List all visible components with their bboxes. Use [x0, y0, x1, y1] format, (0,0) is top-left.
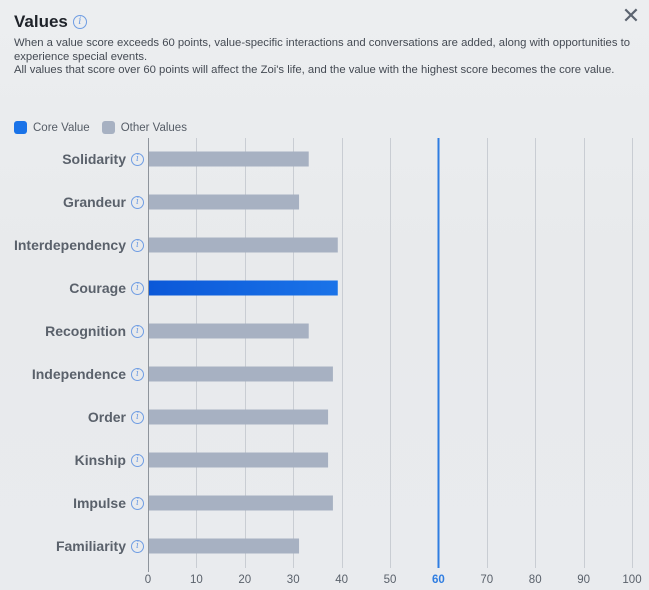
category-label: Solidarity [62, 151, 126, 167]
x-tick-label: 30 [287, 574, 300, 586]
x-tick-label: 0 [145, 574, 151, 586]
x-tick-label: 50 [384, 574, 397, 586]
category-label: Independence [31, 366, 126, 382]
legend-label-other: Other Values [120, 121, 187, 134]
category-label: Impulse [73, 495, 126, 511]
category-label: Courage [69, 280, 126, 296]
bar [149, 538, 300, 554]
info-icon[interactable]: i [131, 324, 144, 338]
info-icon[interactable]: i [131, 238, 144, 252]
legend: Core Value Other Values [14, 121, 199, 134]
category-label: Familiarity [55, 538, 126, 554]
bar-core [149, 280, 338, 296]
info-icon[interactable]: i [72, 15, 87, 29]
x-tick-label: 10 [190, 574, 203, 586]
info-icon[interactable]: i [131, 410, 144, 424]
bar [149, 366, 333, 382]
x-tick-label: 70 [480, 574, 493, 586]
title-row: Values i [14, 12, 87, 32]
x-tick-label: 100 [622, 574, 641, 586]
x-tick-label: 60 [432, 574, 445, 586]
category-label: Recognition [45, 323, 126, 339]
info-icon[interactable]: i [131, 152, 144, 166]
bar [149, 452, 329, 468]
description: When a value score exceeds 60 points, va… [14, 37, 634, 78]
category-label: Grandeur [62, 194, 126, 210]
info-icon[interactable]: i [131, 453, 144, 467]
bar [149, 194, 300, 210]
x-tick-label: 20 [238, 574, 251, 586]
legend-item-other: Other Values [101, 121, 187, 134]
legend-item-core: Core Value [14, 121, 90, 134]
bar [149, 409, 329, 425]
category-label: Order [87, 409, 126, 425]
bar [149, 237, 338, 253]
legend-swatch-core [14, 121, 27, 134]
x-tick-label: 90 [577, 574, 590, 586]
bar [149, 495, 333, 511]
legend-swatch-other [101, 121, 115, 134]
info-icon[interactable]: i [131, 539, 144, 553]
category-label: Interdependency [13, 237, 126, 253]
x-tick-label: 80 [529, 574, 542, 586]
description-line-1: When a value score exceeds 60 points, va… [14, 37, 631, 63]
bar [149, 151, 309, 167]
legend-label-core: Core Value [33, 121, 90, 134]
description-line-2: All values that score over 60 points wil… [14, 64, 615, 76]
x-tick-label: 40 [335, 574, 348, 586]
info-icon[interactable]: i [131, 281, 144, 295]
info-icon[interactable]: i [131, 195, 144, 209]
info-icon[interactable]: i [131, 496, 144, 510]
page-title: Values [14, 12, 68, 31]
info-icon[interactable]: i [131, 367, 144, 381]
bar [149, 323, 309, 339]
close-icon[interactable]: ✕ [621, 3, 641, 28]
category-label: Kinship [74, 452, 126, 468]
